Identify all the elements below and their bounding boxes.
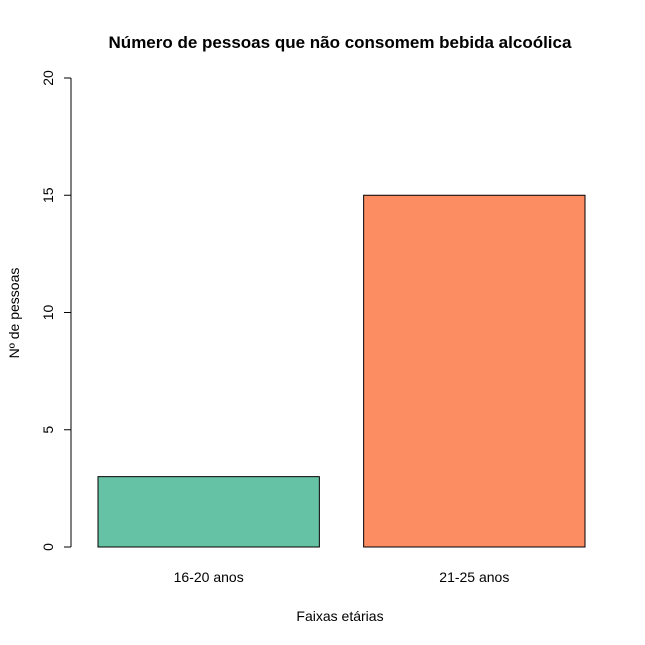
y-tick-label: 20 — [40, 70, 56, 86]
y-tick-label: 5 — [40, 426, 56, 434]
y-tick-label: 10 — [40, 305, 56, 321]
x-tick-label: 16-20 anos — [174, 569, 244, 585]
x-tick-label: 21-25 anos — [439, 569, 509, 585]
bar-21-25-anos — [363, 194, 586, 548]
y-axis-label: Nº de pessoas — [6, 268, 22, 359]
x-tick-labels: 16-20 anos 21-25 anos — [174, 569, 510, 585]
bar-16-20-anos — [97, 476, 320, 548]
chart-title: Número de pessoas que não consomem bebid… — [109, 33, 572, 52]
bars — [97, 194, 586, 548]
y-axis: 0 5 10 15 20 — [40, 70, 72, 551]
x-axis-label: Faixas etárias — [296, 608, 383, 624]
y-tick-label: 0 — [40, 543, 56, 551]
y-tick-label: 15 — [40, 187, 56, 203]
